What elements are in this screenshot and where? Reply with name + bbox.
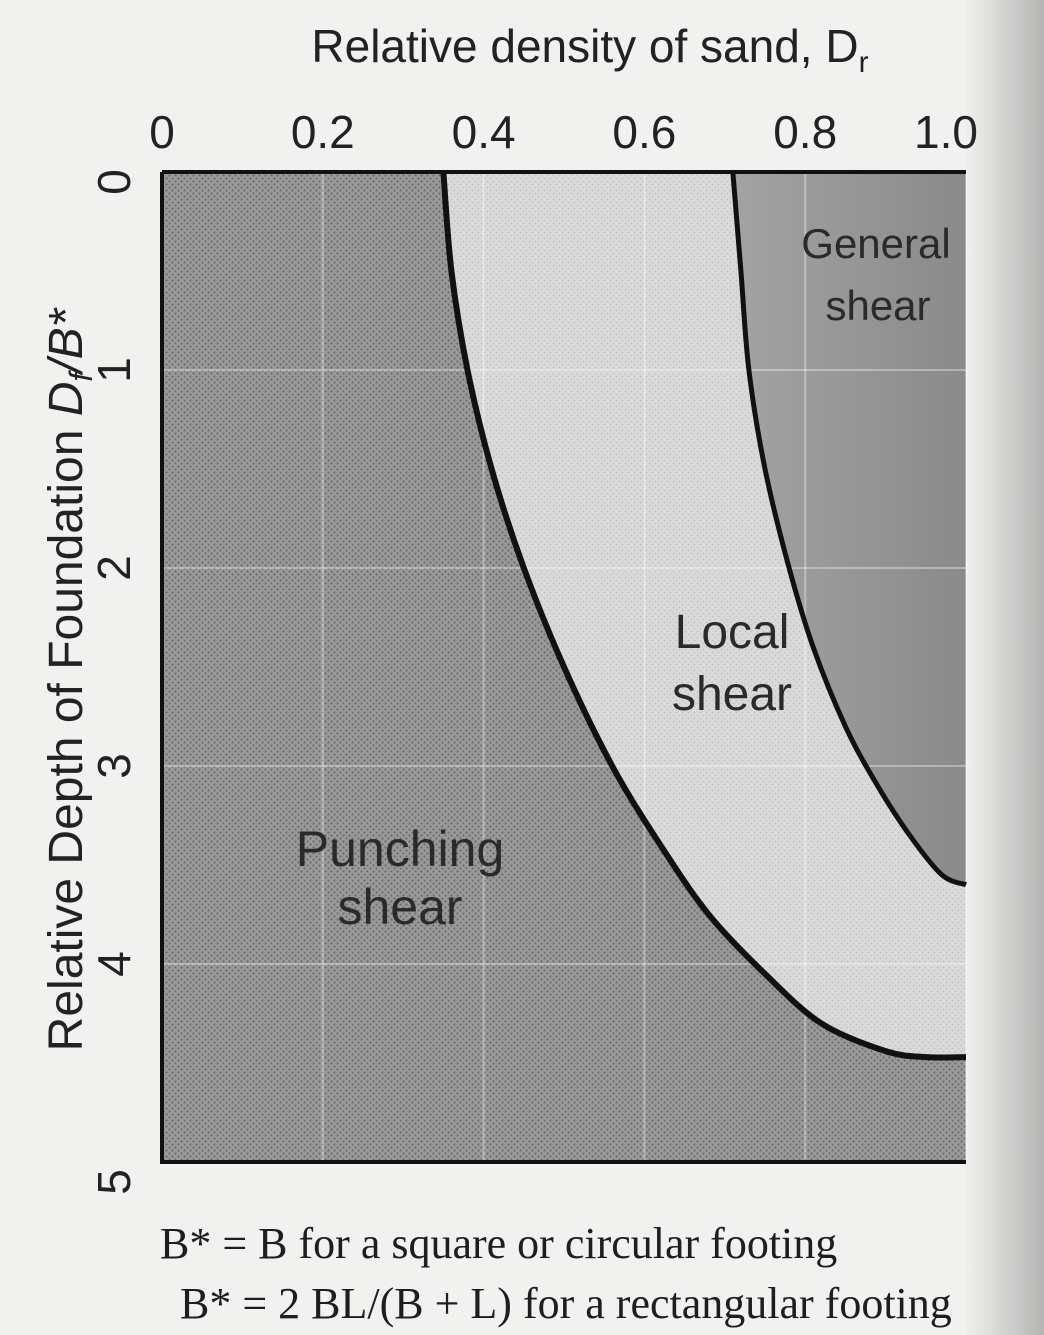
plot-area bbox=[160, 170, 967, 1164]
x-tick-label: 0.2 bbox=[291, 106, 355, 158]
x-tick-labels: 0 0.2 0.4 0.6 0.8 1.0 bbox=[149, 106, 978, 158]
label-local-shear-line2: shear bbox=[672, 668, 792, 721]
x-tick-label: 0.6 bbox=[612, 106, 676, 158]
local-general-boundary-line bbox=[730, 171, 967, 888]
punching-local-boundary-line bbox=[440, 171, 967, 1061]
y-tick-label: 5 bbox=[88, 1169, 140, 1195]
label-general-shear-line2: shear bbox=[825, 282, 930, 329]
region-general-shear bbox=[732, 172, 966, 885]
x-tick-label: 1.0 bbox=[914, 106, 978, 158]
y-tick-label: 1 bbox=[88, 357, 140, 383]
x-tick-label: 0 bbox=[149, 106, 175, 158]
label-punching-shear-line2: shear bbox=[337, 879, 462, 935]
label-general-shear: General bbox=[801, 220, 950, 267]
y-tick-label: 3 bbox=[88, 753, 140, 779]
footnote-rectangular-footing: B* = 2 BL/(B + L) for a rectangular foot… bbox=[180, 1279, 952, 1328]
x-tick-label: 0.8 bbox=[773, 106, 837, 158]
chart-title-subscript: r bbox=[859, 46, 869, 79]
footnote-square-footing: B* = B for a square or circular footing bbox=[160, 1219, 837, 1268]
y-tick-label: 0 bbox=[88, 169, 140, 195]
y-axis-label: Relative Depth of Foundation Df/B* bbox=[40, 307, 99, 1051]
x-tick-label: 0.4 bbox=[452, 106, 516, 158]
plot-frame bbox=[160, 170, 966, 1164]
y-tick-labels: 0 1 2 3 4 5 bbox=[88, 169, 140, 1195]
y-tick-label: 2 bbox=[88, 555, 140, 581]
chart-title: Relative density of sand, Dr bbox=[311, 20, 868, 79]
y-tick-label: 4 bbox=[88, 951, 140, 977]
label-local-shear: Local bbox=[675, 606, 790, 659]
label-punching-shear: Punching bbox=[296, 821, 505, 877]
